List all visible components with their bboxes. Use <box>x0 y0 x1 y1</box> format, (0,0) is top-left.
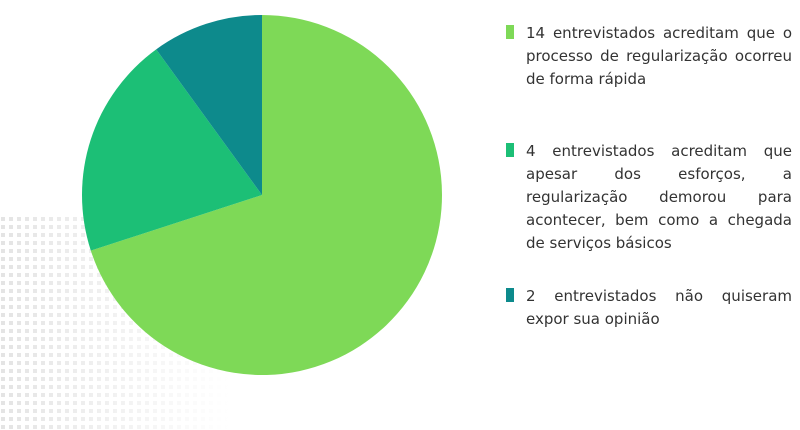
legend-swatch <box>506 143 514 157</box>
legend-swatch <box>506 25 514 39</box>
pie-slice <box>90 15 443 376</box>
pie-slice <box>82 49 262 251</box>
legend-label: 2 entrevistados não quiseram expor sua o… <box>526 287 792 328</box>
legend-label: 14 entrevistados acreditam que o process… <box>526 24 792 88</box>
pie-slice <box>156 15 262 195</box>
legend-label: 4 entrevistados acreditam que apesar dos… <box>526 142 792 252</box>
legend-swatch <box>506 288 514 302</box>
